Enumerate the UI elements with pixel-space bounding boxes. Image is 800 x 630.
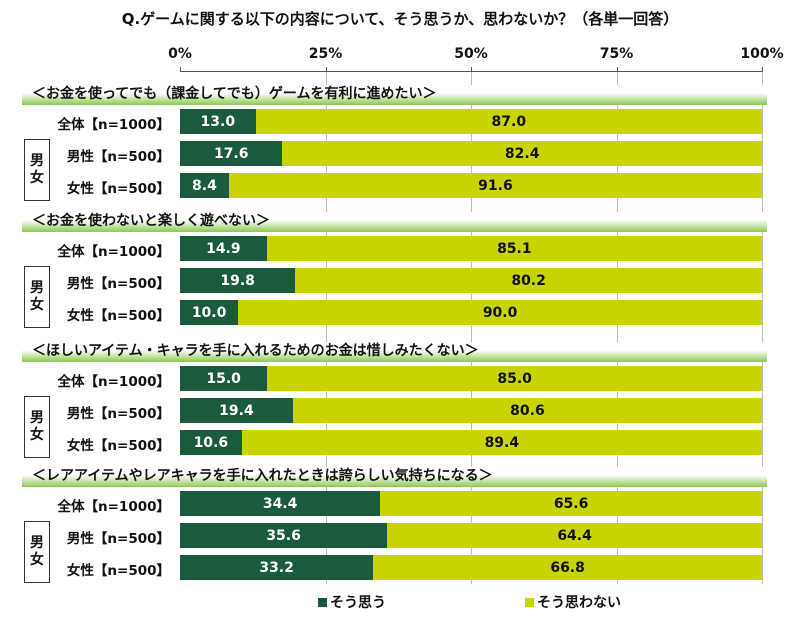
legend-disagree: そう思わない: [525, 592, 621, 612]
x-tick-mark: [180, 67, 181, 72]
x-tick-label: 0%: [168, 46, 192, 62]
bar-agree: 15.0: [180, 366, 268, 391]
bar-agree: 34.4: [180, 491, 381, 516]
legend-swatch-disagree: [525, 597, 534, 607]
row-label: 女性【n=500】: [66, 181, 170, 197]
row-label: 女性【n=500】: [66, 308, 170, 324]
x-tick-mark: [616, 67, 618, 72]
bar-disagree: 66.8: [373, 555, 762, 580]
bar-agree: 17.6: [180, 141, 283, 166]
x-tick-label: 50%: [454, 46, 488, 62]
bar-disagree: 89.4: [241, 430, 762, 455]
section-header: ＜お金を使ってでも（課金してでも）ゲームを有利に進めたい＞: [22, 85, 767, 105]
gender-group-label: 男女: [24, 396, 50, 458]
bar-disagree: 80.6: [292, 398, 762, 423]
bar-disagree: 85.0: [267, 366, 762, 391]
bar-agree: 19.8: [180, 268, 296, 293]
legend-swatch-agree: [318, 597, 327, 607]
row-label: 女性【n=500】: [66, 438, 170, 454]
section-header: ＜お金を使わないと楽しく遊べない＞: [22, 212, 767, 232]
bar-disagree: 91.6: [228, 173, 762, 198]
row-label: 女性【n=500】: [66, 563, 170, 579]
x-tick-mark: [762, 67, 763, 72]
bar-agree: 35.6: [180, 523, 388, 548]
x-tick-label: 25%: [308, 46, 343, 62]
bar-disagree: 87.0: [255, 109, 762, 134]
gridline: [616, 72, 618, 584]
group-label-char: 女: [30, 297, 44, 313]
x-tick-label: 100%: [740, 46, 784, 62]
bar-agree: 8.4: [180, 173, 229, 198]
section-header: ＜ほしいアイテム・キャラを手に入れるためのお金は惜しみたくない＞: [22, 342, 767, 362]
section-header: ＜レアアイテムやレアキャラを手に入れたときは誇らしい気持ちになる＞: [22, 467, 767, 487]
bar-disagree: 65.6: [380, 491, 762, 516]
group-label-char: 女: [30, 427, 44, 443]
bar-disagree: 82.4: [282, 141, 762, 166]
chart-title: Q.ゲームに関する以下の内容について、そう思うか、思わないか？（各単一回答）: [121, 10, 679, 28]
group-label-char: 男: [30, 280, 44, 296]
legend-label-agree: そう思う: [330, 595, 386, 611]
gridline: [325, 72, 327, 584]
bar-disagree: 64.4: [387, 523, 762, 548]
gridline: [471, 72, 472, 584]
group-label-char: 女: [30, 552, 44, 568]
legend-agree: そう思う: [318, 592, 386, 612]
row-label: 男性【n=500】: [66, 149, 170, 165]
bar-agree: 14.9: [180, 236, 267, 261]
x-tick-mark: [325, 67, 327, 72]
x-tick-label: 75%: [599, 46, 634, 62]
gender-group-label: 男女: [24, 521, 50, 583]
bar-agree: 13.0: [180, 109, 256, 134]
gender-group-label: 男女: [24, 139, 50, 201]
row-label: 全体【n=1000】: [57, 374, 171, 390]
group-label-char: 女: [30, 170, 44, 186]
row-label: 全体【n=1000】: [57, 499, 171, 515]
bar-disagree: 90.0: [238, 300, 762, 325]
bar-agree: 10.6: [180, 430, 242, 455]
gender-group-label: 男女: [24, 266, 50, 328]
bar-agree: 10.0: [180, 300, 239, 325]
gridline: [762, 72, 763, 584]
row-label: 男性【n=500】: [66, 531, 170, 547]
legend-label-disagree: そう思わない: [537, 595, 621, 611]
x-tick-mark: [471, 67, 472, 72]
bar-disagree: 85.1: [266, 236, 762, 261]
row-label: 男性【n=500】: [66, 406, 170, 422]
row-label: 男性【n=500】: [66, 276, 170, 292]
row-label: 全体【n=1000】: [57, 117, 171, 133]
group-label-char: 男: [30, 535, 44, 551]
group-label-char: 男: [30, 410, 44, 426]
bar-agree: 19.4: [180, 398, 293, 423]
bar-agree: 33.2: [180, 555, 374, 580]
bar-disagree: 80.2: [295, 268, 762, 293]
row-label: 全体【n=1000】: [57, 244, 171, 260]
group-label-char: 男: [30, 153, 44, 169]
